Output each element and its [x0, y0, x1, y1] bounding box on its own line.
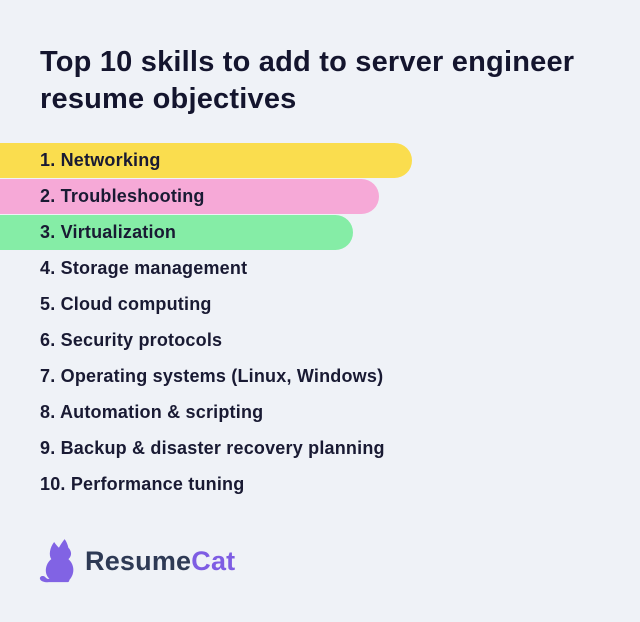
- cat-icon: [39, 539, 74, 583]
- list-item-storage: 4. Storage management: [40, 258, 248, 278]
- page-title: Top 10 skills to add to server engineer …: [40, 46, 575, 115]
- list-item-virtualization: 3. Virtualization: [0, 215, 353, 250]
- skills-list: 1. Networking 2. Troubleshooting 3. Virt…: [0, 143, 640, 503]
- list-item-networking: 1. Networking: [0, 143, 412, 178]
- list-item-cloud: 5. Cloud computing: [40, 294, 212, 314]
- list-item-automation: 8. Automation & scripting: [40, 402, 264, 422]
- brand-logo: ResumeCat: [38, 536, 235, 586]
- list-item-performance: 10. Performance tuning: [40, 474, 245, 494]
- list-item-security: 6. Security protocols: [40, 330, 223, 350]
- brand-name-primary: Resume: [85, 545, 192, 576]
- list-item-troubleshooting: 2. Troubleshooting: [0, 179, 379, 214]
- brand-name-accent: Cat: [191, 545, 236, 576]
- brand-name: ResumeCat: [85, 546, 235, 577]
- list-item-os: 7. Operating systems (Linux, Windows): [40, 366, 384, 386]
- list-item-backup: 9. Backup & disaster recovery planning: [40, 438, 385, 458]
